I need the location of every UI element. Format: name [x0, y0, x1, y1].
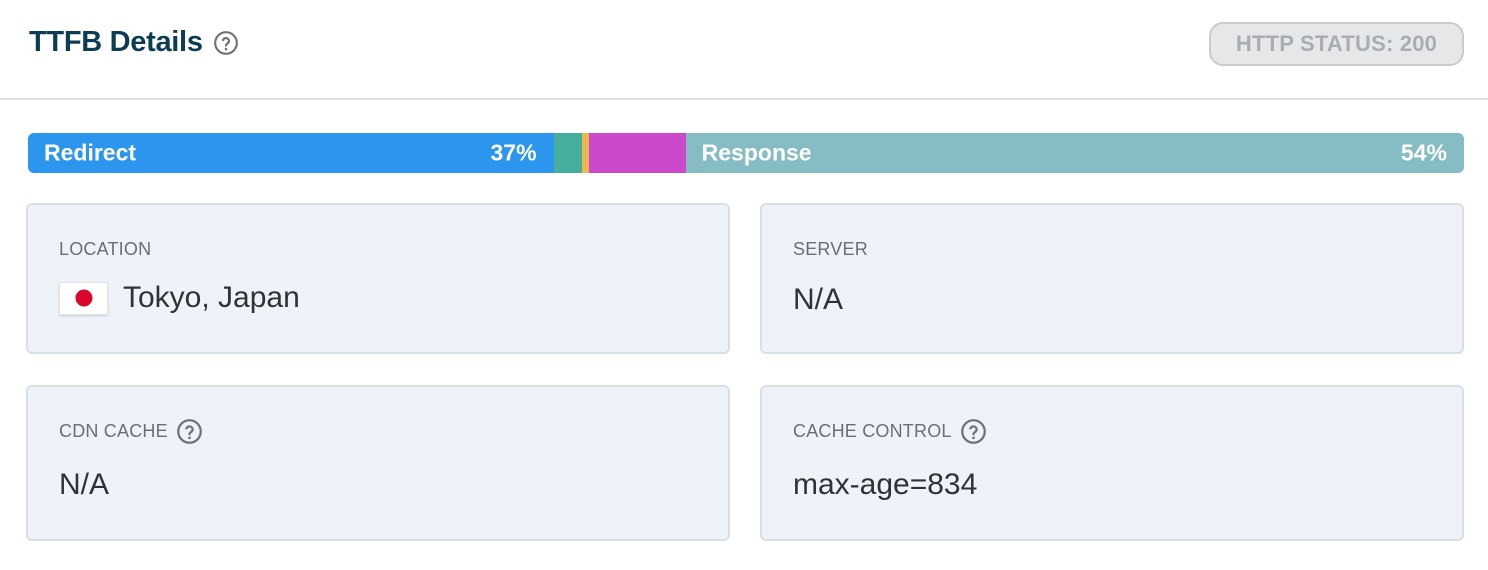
server-card: SERVER N/A: [760, 203, 1464, 354]
bar-segment-connect: [582, 133, 590, 173]
cdn-cache-label: CDN CACHE: [59, 418, 203, 445]
ttfb-breakdown-bar: Redirect 37% Response 54%: [28, 133, 1464, 173]
http-status-badge: HTTP STATUS: 200: [1209, 22, 1464, 66]
bar-segment-percent: 37%: [490, 139, 537, 166]
server-value: N/A: [793, 283, 844, 316]
location-label-text: LOCATION: [59, 239, 152, 259]
bar-segment-label: Response: [701, 139, 812, 166]
cache-control-value: max-age=834: [793, 468, 978, 501]
location-card: LOCATION Tokyo, Japan: [26, 203, 730, 354]
cdn-cache-card: CDN CACHE N/A: [26, 385, 730, 541]
location-value: Tokyo, Japan: [59, 281, 300, 315]
bar-segment-tls: [589, 133, 686, 173]
cache-control-label-text: CACHE CONTROL: [793, 421, 952, 441]
question-circle-icon[interactable]: [213, 30, 239, 56]
bar-segment-dns: [553, 133, 583, 173]
header: TTFB Details HTTP STATUS: 200: [0, 0, 1488, 100]
page-title: TTFB Details: [29, 26, 203, 58]
bar-segment-percent: 54%: [1400, 139, 1447, 166]
cache-control-card: CACHE CONTROL max-age=834: [760, 385, 1464, 541]
bar-segment-response: Response 54%: [685, 133, 1464, 173]
japan-flag-icon: [59, 281, 108, 315]
title-group: TTFB Details: [29, 26, 239, 59]
bar-segment-label: Redirect: [44, 139, 137, 166]
cdn-cache-label-text: CDN CACHE: [59, 421, 168, 441]
server-label: SERVER: [793, 239, 868, 260]
question-circle-icon[interactable]: [960, 418, 987, 445]
cache-control-label: CACHE CONTROL: [793, 418, 987, 445]
bar-segment-redirect: Redirect 37%: [28, 133, 554, 173]
question-circle-icon[interactable]: [176, 418, 203, 445]
cdn-cache-value: N/A: [59, 468, 110, 501]
location-label: LOCATION: [59, 239, 151, 260]
server-label-text: SERVER: [793, 239, 868, 259]
location-value-text: Tokyo, Japan: [123, 281, 300, 314]
